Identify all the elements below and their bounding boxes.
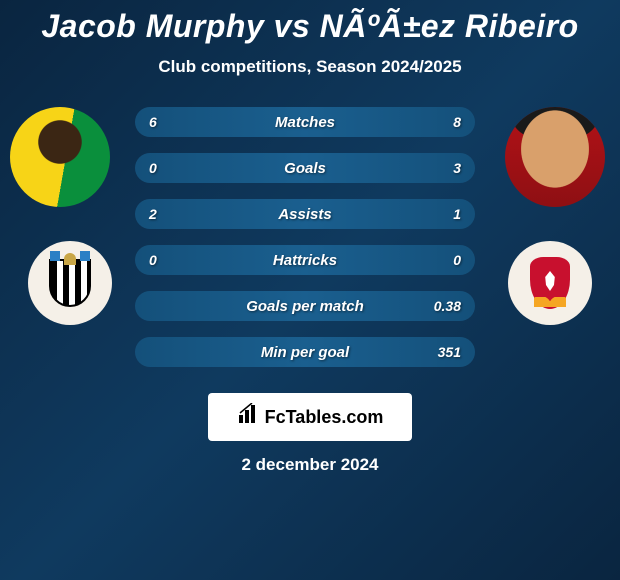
club-left-badge [28,241,112,325]
stats-column: 6 Matches 8 0 Goals 3 2 Assists 1 0 Hatt… [135,107,475,383]
stat-left-value: 2 [149,206,157,222]
stat-right-value: 8 [453,114,461,130]
page-title: Jacob Murphy vs NÃºÃ±ez Ribeiro [0,8,620,45]
stat-row-hattricks: 0 Hattricks 0 [135,245,475,275]
comparison-area: 6 Matches 8 0 Goals 3 2 Assists 1 0 Hatt… [0,107,620,387]
date-text: 2 december 2024 [0,455,620,475]
stat-left-value: 0 [149,252,157,268]
player-left-image [10,107,110,207]
stat-right-value: 0.38 [434,298,461,314]
player-right-image [505,107,605,207]
newcastle-crest-icon [42,251,98,315]
liverpool-crest-icon [525,251,575,315]
stat-right-value: 0 [453,252,461,268]
source-text: FcTables.com [265,407,384,428]
stat-label: Goals [284,160,326,177]
stat-row-assists: 2 Assists 1 [135,199,475,229]
chart-icon [237,403,259,431]
club-right-badge [508,241,592,325]
page-subtitle: Club competitions, Season 2024/2025 [0,57,620,77]
stat-row-goals: 0 Goals 3 [135,153,475,183]
stat-left-value: 0 [149,160,157,176]
source-badge[interactable]: FcTables.com [208,393,412,441]
stat-label: Min per goal [261,344,349,361]
stat-label: Hattricks [273,252,337,269]
stat-label: Assists [278,206,331,223]
stat-right-value: 1 [453,206,461,222]
stat-row-goals-per-match: Goals per match 0.38 [135,291,475,321]
comparison-card: Jacob Murphy vs NÃºÃ±ez Ribeiro Club com… [0,0,620,475]
stat-right-value: 351 [438,344,461,360]
player-left-avatar [10,107,110,207]
stat-label: Goals per match [246,298,364,315]
stat-left-value: 6 [149,114,157,130]
stat-row-matches: 6 Matches 8 [135,107,475,137]
stat-right-value: 3 [453,160,461,176]
stat-row-min-per-goal: Min per goal 351 [135,337,475,367]
stat-label: Matches [275,114,335,131]
player-right-avatar [505,107,605,207]
